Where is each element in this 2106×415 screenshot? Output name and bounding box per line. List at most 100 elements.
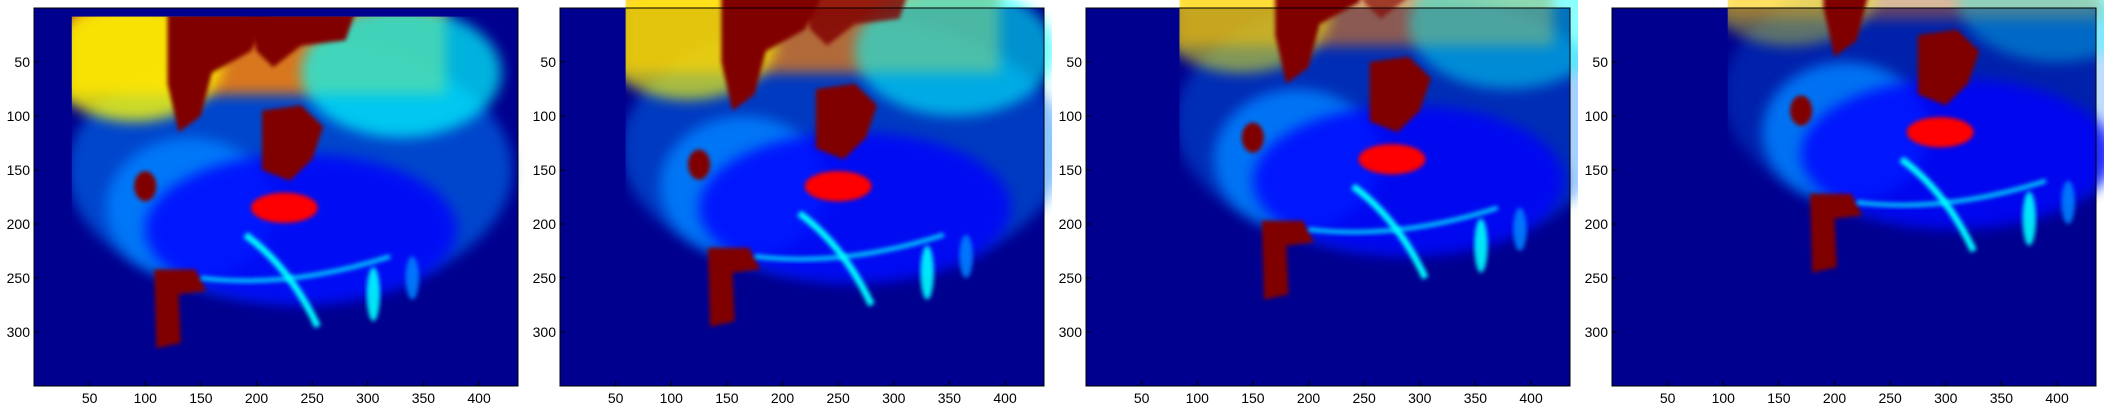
x-tick-label: 250 [826,390,850,406]
x-tick-label: 300 [1934,390,1958,406]
intensity-region-10 [1906,117,1974,148]
x-tick-label: 200 [771,390,795,406]
x-tick-label: 150 [189,390,213,406]
y-tick-label: 50 [14,54,30,70]
intensity-region-16 [959,234,973,278]
intensity-region-3 [1252,105,1565,257]
image-content [1727,0,2104,273]
y-tick-label: 300 [533,324,557,340]
panel-4-plot: 50 100 150 200 250 300 350 400 50 100 150 200 250 300 [1585,0,2104,406]
intensity-region-8 [247,16,354,68]
y-tick-label: 100 [1585,108,1609,124]
intensity-region-16 [2061,180,2075,225]
intensity-region-6 [301,16,502,138]
y-tick-label: 250 [1059,270,1083,286]
y-tick-label: 300 [1059,324,1083,340]
y-tick-label: 150 [7,162,31,178]
intensity-region-13 [1351,183,1429,280]
intensity-region-8 [1363,0,1406,19]
x-tick-label: 100 [1186,390,1210,406]
y-tick-label: 200 [533,216,557,232]
y-tick-label: 150 [1585,162,1609,178]
x-tick-label: 400 [467,390,491,406]
intensity-region-15 [920,245,934,300]
y-tick-label: 50 [1592,54,1608,70]
x-tick-label: 400 [993,390,1017,406]
x-tick-label: 350 [412,390,436,406]
image-panel-1: 50 100 150 200 250 300 350 400 50 100 150 200 250 300 [0,0,526,415]
y-tick-label: 200 [7,216,31,232]
intensity-region-14 [200,254,391,283]
image-content [625,0,1052,327]
x-tick-label: 200 [1823,390,1847,406]
y-tick-label: 100 [7,108,31,124]
y-tick-label: 300 [7,324,31,340]
intensity-region-3 [1801,78,2104,230]
x-tick-label: 50 [1134,390,1150,406]
y-tick-label: 200 [1059,216,1083,232]
intensity-region-11 [1241,122,1265,153]
x-tick-label: 150 [715,390,739,406]
intensity-region-14 [1308,205,1499,235]
intensity-region-12 [707,247,761,327]
axes-frame [559,7,1045,387]
intensity-region-12 [1261,220,1315,300]
intensity-region-15 [366,267,381,322]
y-tick-label: 50 [1066,54,1082,70]
intensity-region-3 [699,132,1011,284]
x-tick-label: 50 [82,390,98,406]
intensity-region-11 [1790,95,1813,126]
intensity-region-13 [797,210,875,307]
intensity-region-6 [1957,0,2104,62]
y-tick-label: 150 [1059,162,1083,178]
intensity-region-7 [1275,0,1360,84]
image-content [71,16,513,349]
intensity-region-10 [250,192,318,223]
y-tick-label: 250 [533,270,557,286]
x-tick-label: 400 [2045,390,2069,406]
intensity-region-7 [721,0,821,111]
x-tick-label: 300 [882,390,906,406]
x-tick-label: 250 [300,390,324,406]
intensity-region-10 [1358,144,1426,175]
intensity-region-11 [687,149,711,180]
intensity-region-3 [145,153,457,305]
intensity-region-7 [167,16,269,133]
panel-1-plot: 50 100 150 200 250 300 350 400 50 100 150 200 250 300 [7,7,519,406]
intensity-region-14 [754,232,945,262]
x-tick-label: 150 [1241,390,1265,406]
panel-2-plot: 50 100 150 200 250 300 350 400 50 100 150 200 250 300 [533,0,1052,406]
x-tick-label: 150 [1767,390,1791,406]
intensity-region-10 [804,171,872,202]
x-tick-label: 350 [938,390,962,406]
x-tick-label: 350 [1464,390,1488,406]
intensity-region-7 [1823,0,1868,57]
y-tick-label: 300 [1585,324,1609,340]
y-tick-label: 250 [7,270,31,286]
intensity-region-9 [815,83,878,160]
x-tick-label: 350 [1990,390,2014,406]
intensity-region-14 [1856,178,2047,208]
y-tick-label: 150 [533,162,557,178]
intensity-region-9 [1917,29,1980,106]
intensity-region-8 [802,0,906,46]
image-panel-4: 50 100 150 200 250 300 350 400 50 100 150 200 250 300 [1578,0,2104,415]
y-tick-label: 100 [1059,108,1083,124]
x-tick-label: 300 [356,390,380,406]
x-tick-label: 100 [1712,390,1736,406]
panel-3-plot: 50 100 150 200 250 300 350 400 50 100 150 200 250 300 [1059,0,1578,406]
x-tick-label: 200 [1297,390,1321,406]
x-tick-label: 50 [608,390,624,406]
x-tick-label: 300 [1408,390,1432,406]
x-tick-label: 50 [1660,390,1676,406]
intensity-region-12 [1810,193,1863,273]
x-tick-label: 250 [1352,390,1376,406]
x-tick-label: 100 [660,390,684,406]
intensity-region-6 [1408,0,1578,89]
intensity-region-15 [1474,218,1488,273]
axes-frame [1611,7,2097,387]
intensity-region-16 [405,256,419,300]
y-tick-label: 100 [533,108,557,124]
intensity-region-15 [2022,191,2036,246]
axes-frame [33,7,519,387]
